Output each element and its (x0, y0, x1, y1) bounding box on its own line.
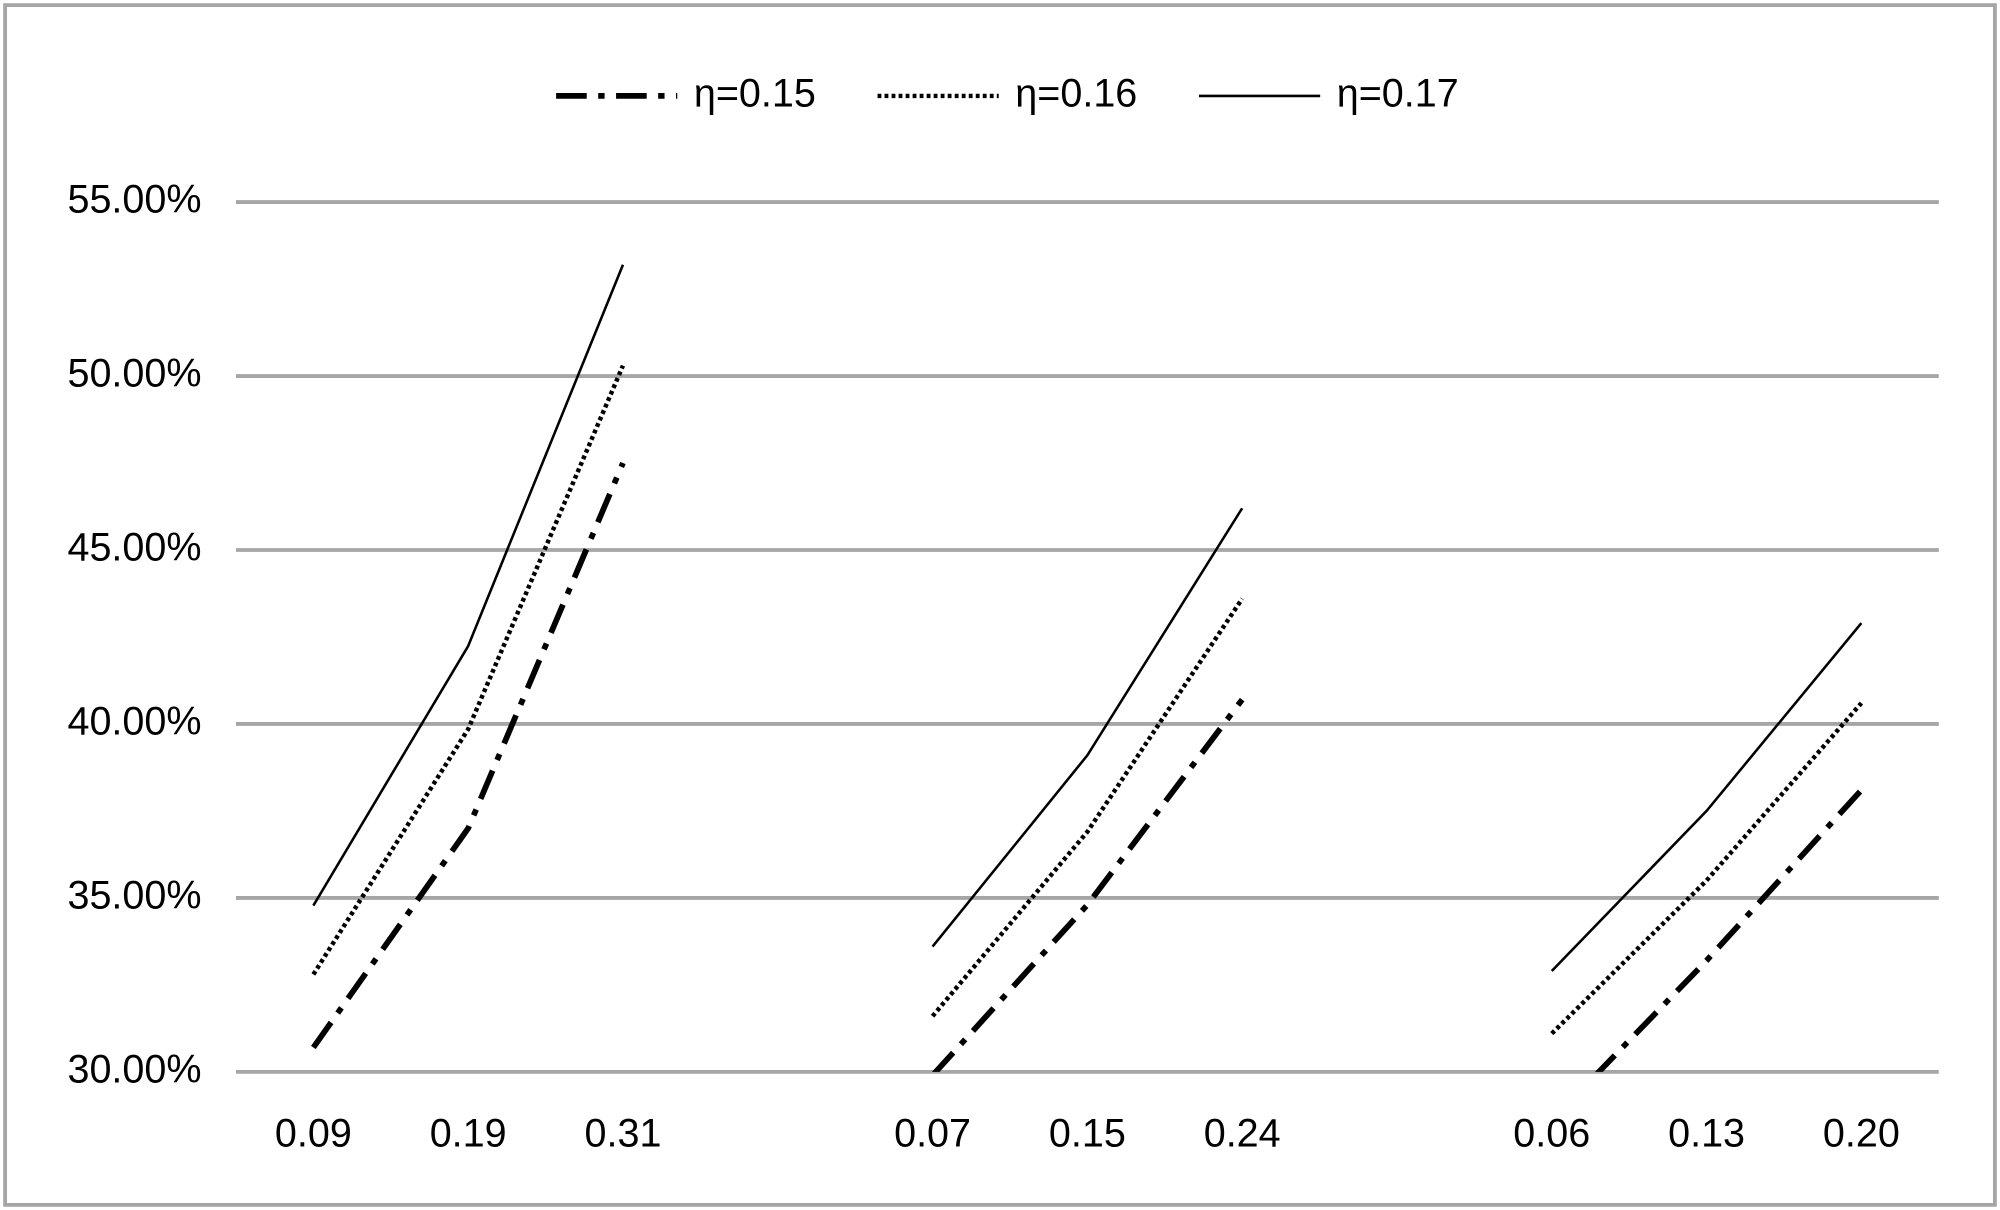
plot-area (311, 264, 1864, 1072)
legend-label: η=0.15 (694, 71, 816, 115)
y-tick-label: 50.00% (67, 351, 201, 395)
y-tick-label: 55.00% (67, 178, 201, 222)
x-tick-label: 0.31 (585, 1111, 662, 1155)
series-line (312, 264, 625, 907)
x-tick-label: 0.09 (275, 1111, 352, 1155)
series-line (931, 697, 1245, 1072)
series-line (1594, 788, 1864, 1072)
series-line (311, 364, 626, 976)
y-tick-label: 30.00% (67, 1047, 201, 1091)
series-line (1550, 622, 1863, 972)
chart-frame (3, 3, 1997, 1207)
x-tick-label: 0.06 (1513, 1111, 1590, 1155)
x-tick-label: 0.24 (1204, 1111, 1281, 1155)
x-tick-label: 0.13 (1668, 1111, 1745, 1155)
x-tick-label: 0.07 (894, 1111, 971, 1155)
series-line (1550, 701, 1864, 1036)
legend-label: η=0.17 (1337, 71, 1459, 115)
legend-label: η=0.16 (1015, 71, 1137, 115)
y-tick-label: 35.00% (67, 873, 201, 917)
series-line (931, 507, 1244, 948)
x-tick-label: 0.15 (1049, 1111, 1126, 1155)
series-line (930, 597, 1245, 1018)
y-tick-label: 40.00% (67, 699, 201, 743)
series-line (311, 461, 626, 1050)
y-tick-label: 45.00% (67, 525, 201, 569)
x-tick-label: 0.20 (1823, 1111, 1900, 1155)
x-tick-label: 0.19 (430, 1111, 507, 1155)
